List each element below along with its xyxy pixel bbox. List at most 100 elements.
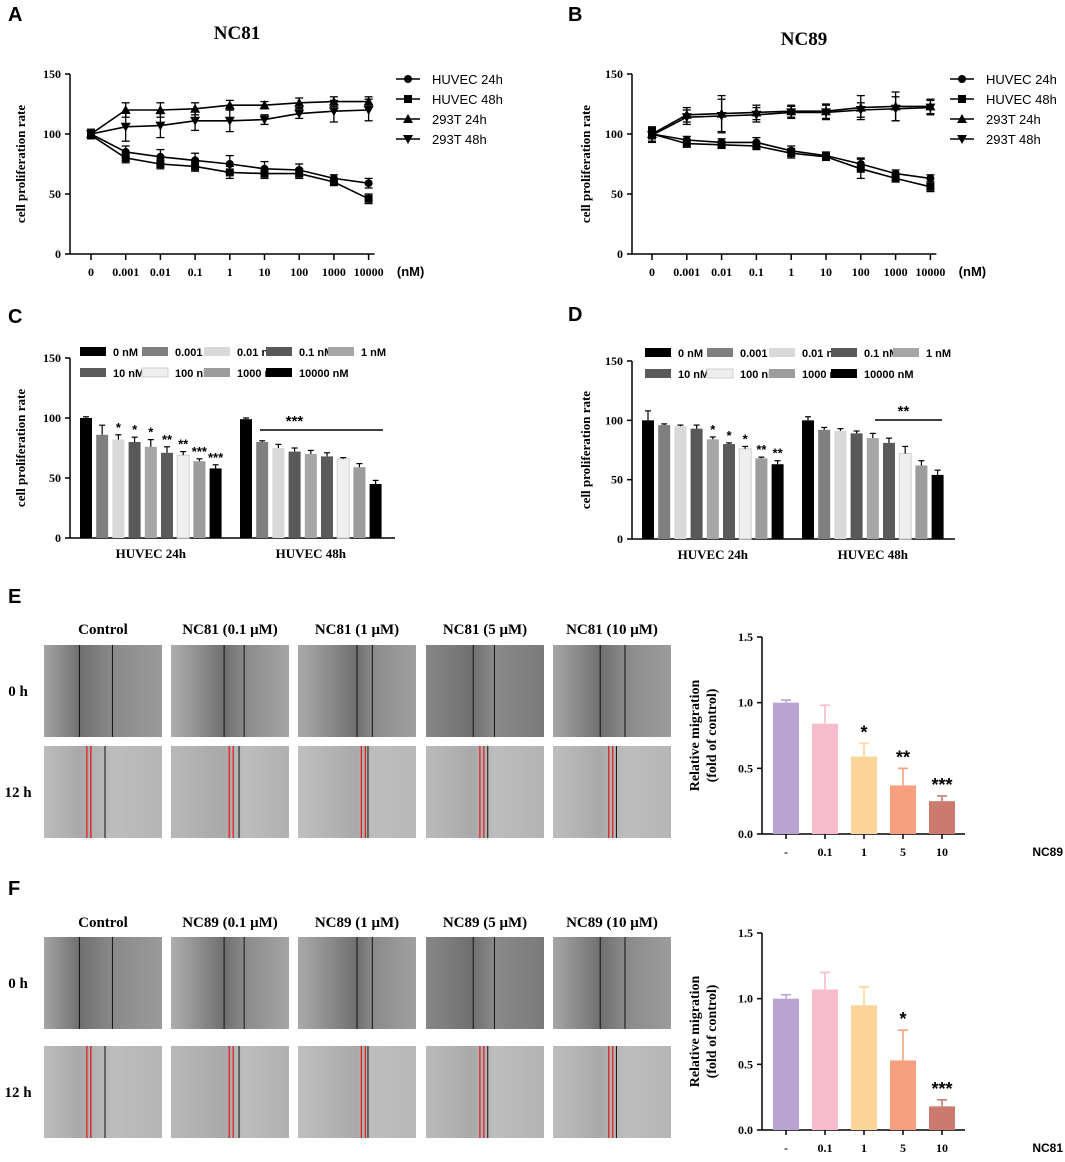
chart-title: NC89 (781, 29, 827, 50)
data-point (260, 169, 269, 178)
legend-swatch (893, 348, 919, 357)
data-point (682, 139, 691, 148)
data-point (681, 113, 692, 123)
bar (812, 723, 838, 834)
legend-swatch (204, 347, 230, 356)
data-point (717, 140, 726, 149)
legend-swatch (142, 347, 168, 356)
data-point (891, 174, 900, 183)
legend-swatch (769, 369, 795, 378)
x-tick-label: 10 (936, 845, 948, 859)
column-label: NC89 (0.1 μM) (182, 915, 278, 931)
y-tick-label: 150 (605, 67, 623, 81)
data-point (821, 108, 831, 118)
legend-marker (958, 75, 966, 83)
data-point (787, 149, 796, 158)
bar (369, 484, 382, 538)
data-point (364, 194, 373, 203)
y-axis-label: (fold of control) (705, 688, 720, 782)
data-point (925, 103, 936, 113)
data-point (716, 112, 727, 121)
chart-title: NC81 (214, 23, 260, 44)
scratch-photo (171, 645, 289, 737)
series-huvec-48h (648, 128, 935, 193)
legend-swatch (141, 367, 169, 378)
column-label: NC89 (1 μM) (315, 915, 399, 931)
significance-label: *** (931, 1079, 952, 1099)
data-point (822, 152, 830, 161)
x-tick-label: 100 (290, 265, 308, 279)
legend-label: 10000 nM (864, 369, 914, 381)
data-point (259, 100, 270, 110)
scratch-photo (553, 645, 671, 737)
y-tick-label: 50 (611, 473, 623, 487)
bar (706, 439, 719, 539)
data-point (855, 106, 866, 115)
group-significance-label: *** (286, 413, 304, 430)
legend-label: 0.1 nM (864, 348, 898, 360)
x-tick-label: 10000 (354, 265, 384, 279)
legend-swatch (706, 368, 734, 379)
data-point (155, 105, 166, 114)
x-unit-label: (nM) (397, 264, 424, 279)
bar (240, 419, 252, 538)
bar (321, 456, 333, 538)
y-tick-label: 0.0 (738, 1123, 753, 1137)
x-tick-label: 1 (227, 265, 233, 279)
bar-group-huvec-24h: * * *** ** (642, 410, 784, 540)
row-label: 12 h (4, 1085, 32, 1101)
scratch-photo (426, 746, 544, 838)
significance-label: ** (756, 442, 767, 457)
scratch-photo (171, 937, 289, 1029)
x-tick-label: 10 (259, 265, 271, 279)
y-tick-label: 0 (55, 247, 61, 261)
bar (723, 444, 735, 539)
legend-label: 10 nM (678, 369, 709, 381)
legend-marker (957, 114, 967, 123)
data-point (926, 182, 935, 191)
column-label: NC89 (10 μM) (566, 915, 658, 931)
bar (773, 702, 799, 834)
bar (812, 989, 838, 1130)
data-point (120, 122, 131, 132)
bar (128, 442, 141, 538)
row-label: 0 h (8, 684, 28, 700)
legend-marker (403, 135, 413, 144)
data-point (190, 116, 201, 126)
bar (176, 454, 190, 539)
group-label: HUVEC 24h (678, 547, 749, 562)
y-tick-label: 1.5 (738, 926, 753, 940)
bar (834, 431, 847, 539)
legend-swatch (204, 368, 230, 377)
x-tick-label: 0.001 (673, 265, 700, 279)
significance-label: * (860, 722, 867, 742)
legend-label: 0.1 nM (299, 347, 333, 359)
legend-label: 1 nM (926, 348, 951, 360)
bar (818, 429, 831, 539)
legend-swatch (80, 347, 106, 356)
legend-swatch (831, 348, 857, 357)
column-label: NC81 (0.1 μM) (182, 622, 278, 638)
y-tick-label: 100 (43, 127, 61, 141)
y-tick-label: 0 (617, 532, 623, 546)
bar (851, 756, 877, 834)
legend-label: HUVEC 24h (986, 72, 1057, 87)
scratch-photo (553, 1046, 671, 1138)
row-label: 12 h (4, 785, 32, 801)
bar (850, 433, 863, 539)
y-axis-label: cell proliferation rate (13, 105, 28, 223)
legend-label: 293T 48h (986, 132, 1041, 147)
x-tick-label: 0.1 (749, 265, 764, 279)
scratch-photo (44, 937, 162, 1029)
scratch-photo (553, 746, 671, 838)
bar (658, 425, 671, 539)
x-tick-label: 10000 (915, 265, 945, 279)
y-tick-label: 0.0 (738, 827, 753, 841)
bar (209, 468, 222, 538)
bar (738, 448, 752, 540)
y-tick-label: 50 (49, 471, 61, 485)
data-point (364, 179, 373, 188)
significance-label: * (899, 1009, 906, 1029)
data-point (294, 97, 305, 107)
bar (931, 474, 944, 539)
